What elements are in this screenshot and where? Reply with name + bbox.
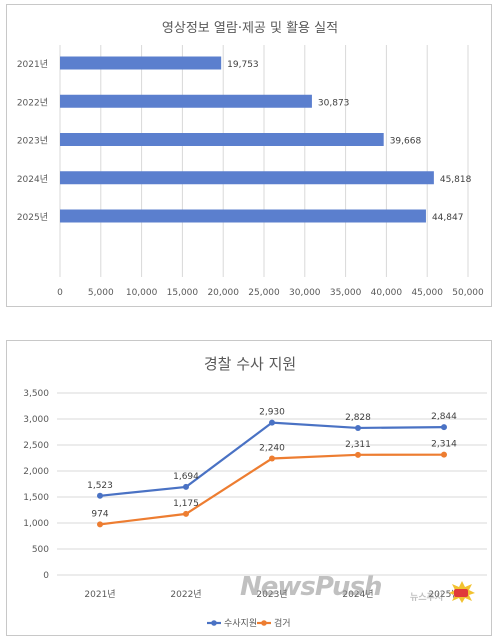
y-tick-label: 500 [32, 545, 49, 555]
chart-title: 경찰 수사 지원 [204, 355, 296, 373]
data-label: 974 [91, 509, 108, 519]
x-tick-label: 20,000 [207, 288, 239, 298]
data-label: 2,930 [259, 408, 285, 418]
watermark-logo: NewsPush [240, 572, 383, 602]
y-tick-label: 2,000 [23, 467, 49, 477]
data-label: 1,175 [173, 499, 199, 509]
x-tick-label: 30,000 [289, 288, 321, 298]
data-point [355, 424, 361, 431]
legend-label: 수사지원 [224, 618, 257, 629]
bar-data-label: 44,847 [432, 213, 464, 223]
x-tick-label: 2023년 [256, 589, 287, 600]
x-tick-label: 10,000 [126, 288, 158, 298]
data-point [183, 483, 189, 490]
data-label: 2,311 [345, 440, 371, 450]
y-tick-label: 2022년 [17, 97, 48, 108]
bar [60, 133, 384, 146]
watermark-sub: 뉴스푸시 [410, 593, 444, 603]
data-label: 1,523 [87, 481, 113, 491]
data-label: 2,844 [431, 412, 457, 422]
bar-data-label: 45,818 [440, 175, 472, 185]
x-tick-label: 2022년 [170, 589, 201, 600]
data-point [355, 451, 361, 458]
y-tick-label: 1,500 [23, 493, 49, 503]
chart-title: 영상정보 열람·제공 및 활용 실적 [162, 21, 338, 36]
y-tick-label: 2021년 [17, 59, 48, 70]
data-point [269, 419, 275, 426]
bar [60, 94, 312, 108]
x-tick-label: 2024년 [342, 589, 373, 600]
bar [60, 171, 434, 185]
y-tick-label: 2,500 [23, 441, 49, 451]
chart-panel-police: 경찰 수사 지원 0 500 1,000 1,500 2,000 2,500 3,000 3,5… [6, 340, 492, 636]
legend-label: 검거 [274, 617, 291, 629]
data-label: 2,240 [259, 444, 285, 454]
bar [60, 56, 222, 70]
x-tick-label: 0 [57, 288, 63, 298]
y-tick-label: 2025년 [17, 212, 48, 223]
data-label: 2,828 [345, 413, 371, 423]
x-tick-label: 40,000 [371, 288, 403, 298]
data-point [441, 451, 447, 458]
x-tick-label: 2025년 [428, 589, 459, 600]
y-tick-label: 3,500 [23, 389, 49, 399]
legend-marker [211, 620, 217, 626]
data-label: 2,314 [431, 440, 457, 450]
data-point [97, 492, 103, 499]
bar-chart: 영상정보 열람·제공 및 활용 실적 0 5,000 10,000 15,000 20,0… [17, 21, 484, 298]
x-tick-label: 2021년 [84, 589, 115, 600]
line-chart: 경찰 수사 지원 0 500 1,000 1,500 2,000 2,500 3,000 3,5… [23, 355, 487, 629]
bar [60, 209, 426, 223]
y-tick-label: 0 [43, 571, 49, 581]
legend-marker [261, 620, 267, 626]
x-tick-label: 45,000 [411, 288, 443, 298]
data-point [183, 510, 189, 517]
x-tick-label: 35,000 [330, 288, 362, 298]
x-tick-label: 50,000 [452, 288, 484, 298]
x-tick-label: 25,000 [248, 288, 280, 298]
y-tick-label: 2023년 [17, 136, 48, 147]
bar-data-label: 30,873 [318, 98, 350, 108]
y-tick-label: 1,000 [23, 519, 49, 529]
y-tick-label: 3,000 [23, 415, 49, 425]
data-point [269, 455, 275, 462]
bar-data-label: 19,753 [227, 60, 259, 70]
y-tick-label: 2024년 [17, 174, 48, 185]
data-point [97, 521, 103, 528]
bar-data-label: 39,668 [390, 137, 422, 147]
x-tick-label: 5,000 [88, 288, 114, 298]
data-point [441, 424, 447, 431]
x-tick-label: 15,000 [167, 288, 199, 298]
watermark-brand: NewsPush [240, 572, 383, 602]
chart-panel-records: 영상정보 열람·제공 및 활용 실적 0 5,000 10,000 15,000 20,0… [6, 4, 492, 307]
data-label: 1,694 [173, 472, 199, 482]
watermark-badge-icon [449, 581, 475, 603]
